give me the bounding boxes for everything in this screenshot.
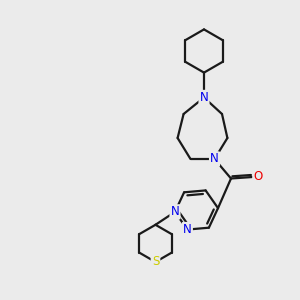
Text: N: N <box>200 91 208 104</box>
Text: N: N <box>183 223 192 236</box>
Text: N: N <box>171 206 179 218</box>
Text: O: O <box>254 170 262 184</box>
Text: S: S <box>152 256 159 268</box>
Text: N: N <box>210 152 219 166</box>
